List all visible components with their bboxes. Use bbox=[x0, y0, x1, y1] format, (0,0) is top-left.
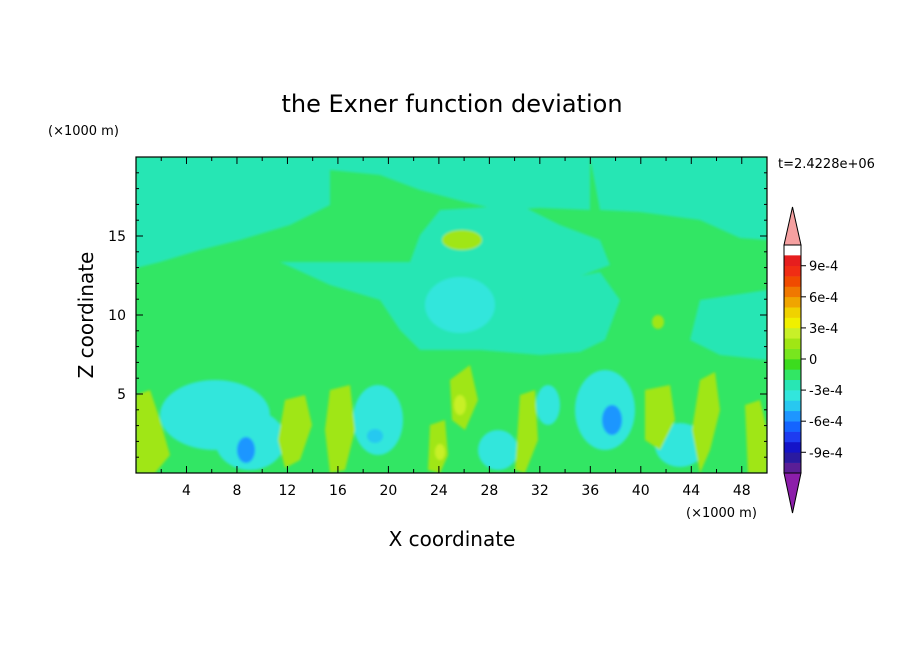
cyan-blob-middle bbox=[536, 385, 560, 425]
colorbar-segment bbox=[784, 379, 801, 391]
colorbar-over-arrow bbox=[783, 206, 802, 246]
colorbar-segment bbox=[784, 348, 801, 360]
field-region-upper-middle bbox=[410, 205, 610, 300]
time-label: t=2.4228e+06 bbox=[778, 157, 875, 172]
yellow-streak-d bbox=[450, 365, 478, 430]
yellow-blob-right bbox=[652, 315, 664, 329]
colorbar-under-arrow bbox=[783, 472, 802, 514]
y-tick-label: 5 bbox=[117, 387, 126, 403]
colorbar-segment bbox=[784, 441, 801, 453]
colorbar-segment bbox=[784, 265, 801, 277]
colorbar-segment bbox=[784, 327, 801, 339]
colorbar-tick-label: -9e-4 bbox=[809, 446, 843, 461]
blue-core-left bbox=[237, 437, 255, 463]
field-region-right-mid bbox=[690, 290, 767, 360]
colorbar-segment bbox=[784, 338, 801, 349]
colorbar-segment bbox=[784, 307, 801, 318]
colorbar-segment bbox=[784, 317, 801, 329]
colorbar-tick-label: 9e-4 bbox=[809, 260, 838, 275]
colorbar-segment bbox=[784, 286, 801, 298]
x-tick-label: 40 bbox=[632, 483, 650, 499]
colorbar-tick-label: -3e-4 bbox=[809, 384, 843, 399]
x-tick-label: 4 bbox=[182, 483, 191, 499]
light-core-center bbox=[367, 429, 383, 443]
yellow-streak-a bbox=[278, 395, 312, 468]
field-region-upper-right bbox=[590, 157, 767, 240]
cyan-blob-lower-center bbox=[478, 430, 518, 470]
x-units-label: (×1000 m) bbox=[686, 506, 757, 521]
y-tick-label: 10 bbox=[108, 308, 126, 324]
yellow-streak-h bbox=[745, 400, 767, 473]
colorbar-tick-label: 6e-4 bbox=[809, 291, 838, 306]
x-tick-label: 48 bbox=[733, 483, 751, 499]
yellow-blob-upper bbox=[442, 230, 482, 250]
colorbar-segment bbox=[784, 400, 801, 412]
colorbar-segment bbox=[784, 255, 801, 267]
x-tick-label: 20 bbox=[379, 483, 397, 499]
x-tick-label: 36 bbox=[581, 483, 599, 499]
yellow-streak-g bbox=[692, 372, 720, 473]
field-region-upper-rim bbox=[330, 157, 590, 210]
field-region-upper-left bbox=[136, 157, 330, 268]
x-tick-label: 24 bbox=[430, 483, 448, 499]
colorbar-segment bbox=[784, 452, 801, 463]
y-axis-label: Z coordinate bbox=[74, 252, 98, 379]
x-tick-label: 12 bbox=[279, 483, 297, 499]
colorbar-segment bbox=[784, 410, 801, 422]
cyan-blob-center-left bbox=[353, 385, 403, 455]
yellow-core-a bbox=[454, 395, 466, 415]
colorbar-segment bbox=[784, 276, 801, 287]
colorbar-tick-label: 3e-4 bbox=[809, 322, 838, 337]
x-tick-label: 32 bbox=[531, 483, 549, 499]
colorbar-segment bbox=[784, 359, 801, 370]
colorbar-segment bbox=[784, 462, 801, 474]
y-axis: 5 10 15 bbox=[108, 172, 767, 458]
cyan-blob-upper bbox=[425, 277, 495, 333]
colorbar: 9e-4 6e-4 3e-4 0 -3e-4 -6e-4 -9e-4 bbox=[783, 206, 843, 514]
x-tick-label: 8 bbox=[232, 483, 241, 499]
y-units-label: (×1000 m) bbox=[48, 124, 119, 139]
x-tick-label: 16 bbox=[329, 483, 347, 499]
colorbar-segment bbox=[784, 431, 801, 443]
colorbar-segment bbox=[784, 296, 801, 308]
colorbar-segment bbox=[784, 369, 801, 381]
x-tick-label: 44 bbox=[682, 483, 700, 499]
blue-core-right bbox=[602, 405, 622, 435]
y-tick-label: 15 bbox=[108, 229, 126, 245]
colorbar-tick-label: -6e-4 bbox=[809, 415, 843, 430]
x-axis-label: X coordinate bbox=[389, 527, 516, 551]
colorbar-tick-label: 0 bbox=[809, 353, 817, 368]
yellow-streak-f bbox=[645, 385, 675, 450]
colorbar-segment bbox=[784, 421, 801, 432]
heatmap-field bbox=[136, 157, 767, 473]
yellow-streak-left bbox=[136, 390, 170, 473]
x-axis: 4 8 12 16 20 24 28 32 36 40 44 48 bbox=[160, 157, 751, 499]
colorbar-segment bbox=[784, 390, 801, 401]
chart-title: the Exner function deviation bbox=[281, 90, 622, 118]
yellow-streak-b bbox=[325, 385, 355, 473]
x-tick-label: 28 bbox=[480, 483, 498, 499]
yellow-core-b bbox=[435, 444, 445, 460]
yellow-streak-e bbox=[515, 390, 538, 473]
